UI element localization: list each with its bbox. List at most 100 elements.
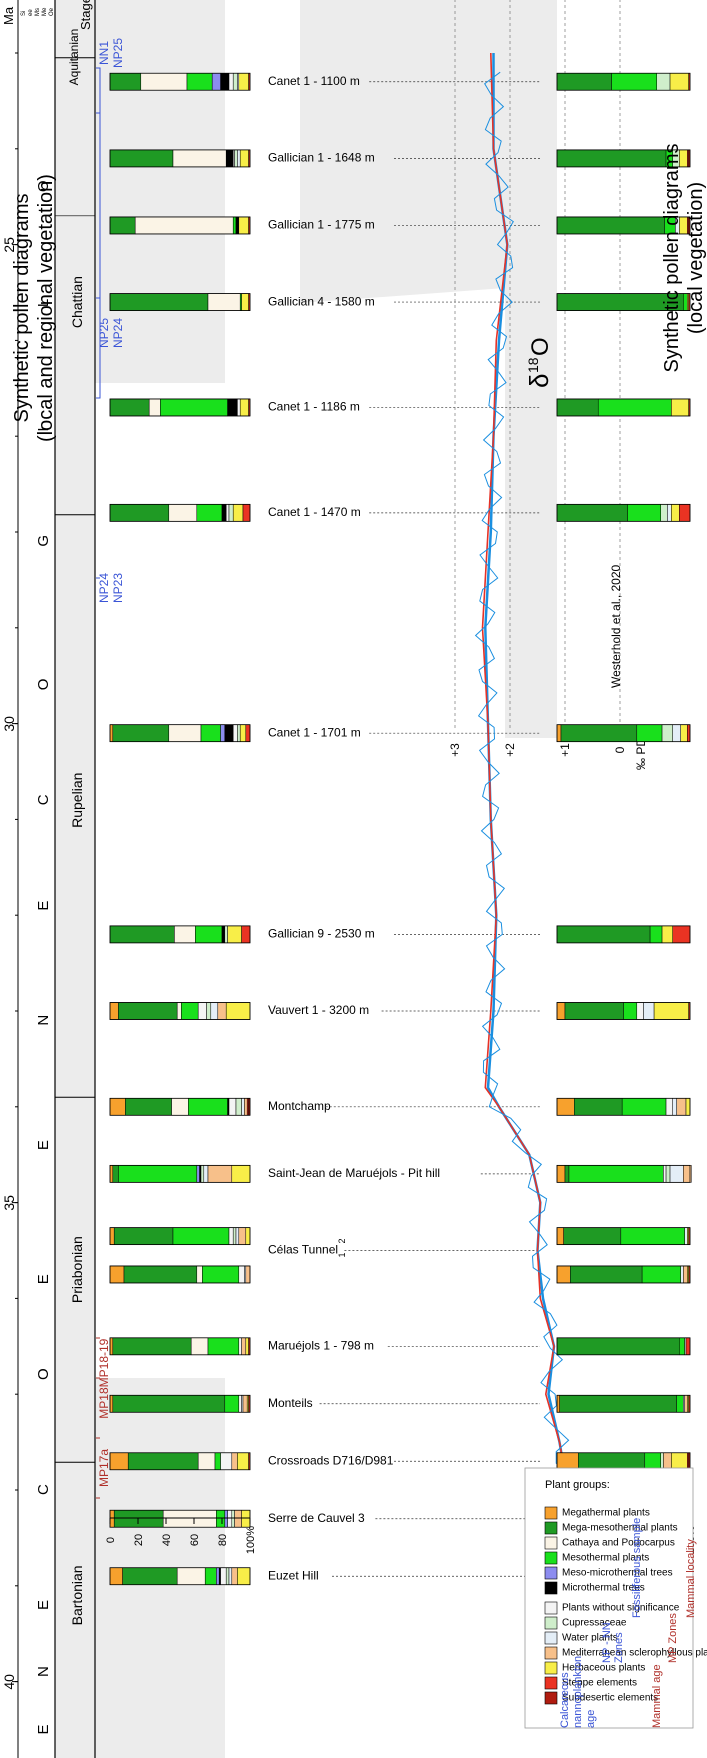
pollen-bar-outline bbox=[556, 1394, 691, 1413]
nn-connector bbox=[96, 112, 100, 579]
legend-label: Mesothermal plants bbox=[562, 1553, 649, 1564]
pollen-bar-segment bbox=[237, 1567, 251, 1585]
legend-label: Mediterranean sclerophyllous plants bbox=[562, 1648, 707, 1659]
pollen-bar-segment bbox=[627, 504, 661, 522]
pollen-bar-segment bbox=[574, 1098, 623, 1116]
pollen-bar-segment bbox=[556, 1265, 571, 1284]
d18o-source: Westerhold et al., 2020 bbox=[609, 564, 623, 688]
pollen-bar-segment bbox=[109, 1567, 123, 1585]
pollen-bar-segment bbox=[109, 149, 174, 168]
pollen-bar-segment bbox=[241, 1098, 245, 1116]
pollen-axis-label: 100% bbox=[245, 1526, 257, 1554]
ma-tick-label: 30 bbox=[1, 716, 17, 732]
zone-legend-fossil: Fossiliferous sample bbox=[631, 1518, 643, 1618]
pollen-bar-outline bbox=[556, 293, 691, 311]
pollen-bar-segment bbox=[190, 1337, 209, 1356]
pollen-bar-segment bbox=[109, 398, 150, 417]
pollen-bar-segment bbox=[649, 925, 663, 944]
pollen-bar-segment bbox=[207, 1165, 233, 1183]
pollen-bar-segment bbox=[109, 1098, 126, 1116]
pollen-bar-segment bbox=[224, 724, 234, 742]
pollen-bar-segment bbox=[172, 1227, 230, 1245]
pollen-bar-segment bbox=[685, 1098, 691, 1116]
pollen-bar-segment bbox=[197, 1452, 216, 1471]
pollen-bar-outline bbox=[556, 149, 691, 168]
pollen-bar-segment bbox=[221, 504, 227, 522]
sample-note: 2 bbox=[337, 1238, 347, 1243]
pollen-bar-segment bbox=[220, 72, 230, 91]
sample-label: Serre de Cauvel 3 bbox=[268, 1511, 365, 1525]
pollen-bar-segment bbox=[644, 1452, 661, 1471]
pollen-bar-segment bbox=[239, 149, 249, 168]
pollen-bar-segment bbox=[224, 1509, 228, 1528]
nn-zone-label: NN1 bbox=[97, 41, 111, 65]
substage-letter: O bbox=[35, 180, 52, 192]
sample-label: Canet 1 - 1186 m bbox=[268, 400, 360, 414]
pollen-bar-segment bbox=[241, 1509, 251, 1528]
d18o-title-delta: δ bbox=[524, 374, 554, 388]
pollen-bar-segment bbox=[227, 925, 242, 944]
substage-letter: E bbox=[35, 901, 52, 911]
mp-zone-label: MP18 bbox=[97, 1387, 111, 1419]
pollen-bar-segment bbox=[220, 1567, 227, 1585]
title-left-line2: (local and regional vegetation) bbox=[35, 174, 57, 442]
pollen-bar-outline bbox=[556, 1164, 691, 1183]
series-header-fragment: Oe bbox=[49, 7, 55, 16]
band-top bbox=[95, 0, 225, 83]
nn-zone-label: NP23 bbox=[111, 573, 125, 603]
pollen-bar-segment bbox=[214, 1452, 221, 1471]
zone-legend-calc: Calcareous bbox=[559, 1672, 571, 1728]
legend-swatch bbox=[544, 1581, 558, 1595]
ma-tick-label: 25 bbox=[1, 237, 17, 253]
substage-letter: E bbox=[35, 1724, 52, 1734]
legend-swatch bbox=[544, 1661, 558, 1675]
pollen-bar-segment bbox=[238, 72, 249, 91]
pollen-bar-segment bbox=[168, 724, 202, 742]
pollen-bar-segment bbox=[220, 724, 226, 742]
pollen-bar-segment bbox=[661, 925, 673, 944]
pollen-bar-segment bbox=[204, 1567, 217, 1585]
pollen-bar-segment bbox=[680, 1265, 684, 1284]
pollen-bar-segment bbox=[176, 1002, 182, 1020]
pollen-bar-segment bbox=[118, 1165, 198, 1183]
pollen-bar-segment bbox=[109, 1452, 129, 1471]
pollen-bar-segment bbox=[109, 216, 136, 235]
pollen-bar-segment bbox=[238, 216, 249, 235]
pollen-bar-segment bbox=[672, 724, 681, 742]
title-right-line2: (local vegetation) bbox=[685, 182, 707, 334]
pollen-bar-segment bbox=[228, 72, 234, 91]
pollen-bar-outline bbox=[556, 503, 691, 522]
pollen-bar-segment bbox=[200, 1165, 205, 1183]
pollen-bar-segment bbox=[186, 72, 213, 91]
legend-label: Cupressaceae bbox=[562, 1618, 627, 1629]
pollen-bar-segment bbox=[237, 1452, 249, 1471]
series-header-fragment: Me bbox=[42, 7, 48, 16]
substage-letter: I bbox=[35, 427, 52, 431]
pollen-bar-outline bbox=[109, 724, 251, 743]
substage-letter: N bbox=[35, 1666, 52, 1677]
pollen-bar-segment bbox=[241, 925, 251, 944]
pollen-axis-label: 80 bbox=[217, 1534, 229, 1546]
substage-letter: E bbox=[35, 1600, 52, 1610]
sample-label: Maruéjols 1 - 798 m bbox=[268, 1338, 374, 1352]
pollen-bar-segment bbox=[568, 1165, 664, 1183]
pollen-bar-segment bbox=[168, 504, 198, 522]
pollen-bar-outline bbox=[109, 1227, 251, 1246]
pollen-bar-segment bbox=[238, 1265, 245, 1284]
pollen-axis-label: 40 bbox=[161, 1534, 173, 1546]
legend-swatch bbox=[544, 1506, 558, 1520]
nn-connector bbox=[96, 67, 101, 399]
pollen-bar-segment bbox=[228, 1567, 233, 1585]
d18o-title-sup: 18 bbox=[525, 357, 541, 373]
pollen-bar-segment bbox=[228, 504, 234, 522]
sample-label: Gallician 1 - 1648 m bbox=[268, 151, 375, 165]
pollen-bar-segment bbox=[109, 1165, 114, 1183]
titles: Synthetic pollen diagrams (local and regi… bbox=[11, 143, 707, 441]
pollen-bar-segment bbox=[196, 504, 223, 522]
pollen-bar-segment bbox=[227, 398, 238, 417]
pollen-bar-segment bbox=[242, 504, 251, 522]
pollen-bar-segment bbox=[676, 1395, 684, 1413]
d18o-title-o: O bbox=[527, 337, 554, 356]
legend-label: Meso-microthermal trees bbox=[562, 1568, 673, 1579]
pollen-bar-segment bbox=[211, 72, 221, 91]
